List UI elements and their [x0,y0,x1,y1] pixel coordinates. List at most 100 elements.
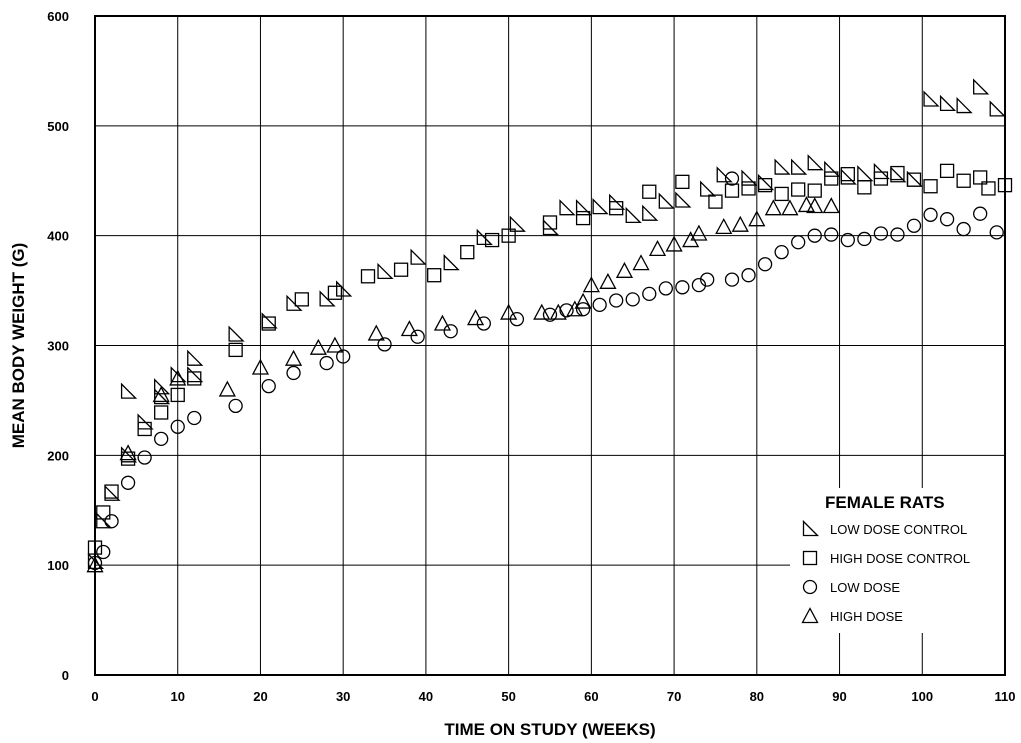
circle-point [825,228,838,241]
y-tick-labels: 0 100 200 300 400 500 600 [47,9,69,683]
x-tick-label: 90 [832,689,846,704]
right-triangle-point [908,172,922,186]
circle-point [229,399,242,412]
right-triangle-point [974,80,988,94]
y-tick-label: 100 [47,558,69,573]
legend-label: LOW DOSE [830,580,900,595]
triangle-point [782,201,797,215]
legend-title: FEMALE RATS [825,493,945,512]
square-point [643,185,656,198]
x-tick-label: 80 [750,689,764,704]
circle-point [593,298,606,311]
x-tick-label: 40 [419,689,433,704]
square-point [908,173,921,186]
right-triangle-point [957,99,971,113]
right-triangle-point [626,208,640,222]
circle-point [444,325,457,338]
circle-point [287,366,300,379]
triangle-point [617,263,632,277]
legend-label: HIGH DOSE CONTROL [830,551,970,566]
circle-point [792,236,805,249]
right-triangle-point [643,206,657,220]
circle-point [188,411,201,424]
circle-point [411,330,424,343]
square-point [577,212,590,225]
triangle-point [650,241,665,255]
circle-point [477,317,490,330]
circle-point [676,281,689,294]
x-tick-label: 60 [584,689,598,704]
triangle-point [551,305,566,319]
triangle-point [534,305,549,319]
right-triangle-point [841,170,855,184]
square-point [726,184,739,197]
square-point [775,187,788,200]
circle-point [659,282,672,295]
square-point [461,246,474,259]
right-triangle-point [544,220,558,234]
triangle-point [600,274,615,288]
right-triangle-point [742,171,756,185]
circle-point [643,287,656,300]
square-point [742,182,755,195]
right-triangle-point [858,167,872,181]
y-tick-label: 500 [47,119,69,134]
right-triangle-point [717,168,731,182]
x-tick-label: 20 [253,689,267,704]
square-point [941,164,954,177]
y-tick-label: 400 [47,229,69,244]
circle-point [908,219,921,232]
square-point [924,180,937,193]
square-point [792,183,805,196]
square-point [709,195,722,208]
triangle-point [807,199,822,213]
triangle-point [824,199,839,213]
circle-point [874,227,887,240]
circle-point [957,223,970,236]
square-point [155,406,168,419]
triangle-point [369,326,384,340]
circle-point [974,207,987,220]
square-point [957,174,970,187]
right-triangle-point [188,368,202,382]
triangle-point [154,387,169,401]
right-triangle-point [229,327,243,341]
square-point [676,175,689,188]
right-triangle-point [825,162,839,176]
right-triangle-point [378,264,392,278]
x-tick-label: 0 [91,689,98,704]
right-triangle-point [593,200,607,214]
square-point [808,184,821,197]
right-triangle-point [775,160,789,174]
triangle-point [435,316,450,330]
legend-label: LOW DOSE CONTROL [830,522,967,537]
triangle-point [733,217,748,231]
square-point [858,181,871,194]
x-tick-label: 100 [911,689,933,704]
right-triangle-point [122,384,136,398]
circle-point [759,258,772,271]
legend: FEMALE RATS LOW DOSE CONTROL HIGH DOSE CO… [790,488,1004,633]
square-point [841,168,854,181]
right-triangle-point [287,296,301,310]
triangle-point [311,340,326,354]
circle-point [891,228,904,241]
circle-point [262,380,275,393]
circle-point [924,208,937,221]
y-axis-title: MEAN BODY WEIGHT (G) [9,243,28,449]
right-triangle-point [560,201,574,215]
triangle-point [220,382,235,396]
circle-point [155,432,168,445]
circle-point [105,515,118,528]
circle-point [560,304,573,317]
circle-point [138,451,151,464]
right-triangle-point [792,160,806,174]
square-point [891,167,904,180]
square-point [428,269,441,282]
x-tick-label: 70 [667,689,681,704]
circle-point [858,232,871,245]
right-triangle-point [444,256,458,270]
x-tick-labels: 0 10 20 30 40 50 60 70 80 90 100 110 [91,689,1015,704]
square-point [328,286,341,299]
